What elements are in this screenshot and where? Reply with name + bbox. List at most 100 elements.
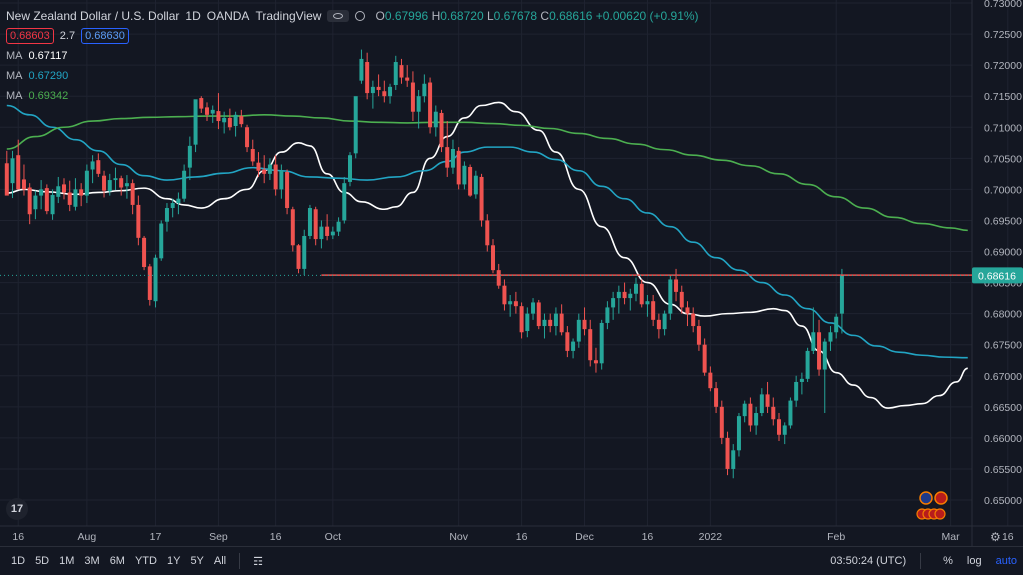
candle (462, 161, 467, 190)
indicator-row-2[interactable]: MA 0.67290 (6, 66, 699, 86)
settings-gear-icon[interactable]: ⚙ (990, 530, 1001, 544)
last-price-label: 0.68616 (978, 270, 1016, 282)
candle (313, 206, 318, 246)
candle-body (754, 413, 759, 426)
candle (799, 372, 804, 395)
candle-body (479, 176, 484, 221)
candles (4, 49, 844, 479)
low-label: L (486, 9, 494, 23)
candle (508, 294, 513, 317)
range-5y[interactable]: 5Y (190, 555, 204, 567)
percent-toggle[interactable]: % (943, 555, 953, 567)
candle-body (348, 155, 352, 182)
indicator-row-3[interactable]: MA 0.69342 (6, 86, 699, 106)
candle-body (21, 179, 26, 190)
low-value: 0.67678 (493, 9, 538, 23)
range-ytd[interactable]: YTD (134, 555, 157, 567)
candle-body (107, 180, 112, 192)
candle (250, 139, 255, 166)
range-5d[interactable]: 5D (35, 555, 50, 567)
candle-body (456, 150, 461, 185)
candle (405, 65, 410, 87)
flag-icons[interactable] (914, 490, 950, 520)
range-1m[interactable]: 1M (59, 555, 75, 567)
date-range-icon[interactable]: ☶ (253, 555, 264, 568)
candle-body (542, 319, 547, 327)
candle-body (187, 145, 192, 168)
range-all[interactable]: All (213, 555, 227, 567)
candle (205, 102, 209, 122)
candle-body (508, 301, 513, 305)
buy-button[interactable]: 0.68630 (81, 28, 129, 44)
indicator-value: 0.69342 (28, 90, 69, 102)
candle-body (708, 372, 713, 389)
candle (765, 381, 770, 414)
candle-body (164, 208, 169, 222)
candle-body (376, 86, 381, 90)
candle (491, 239, 495, 274)
candle-body (605, 307, 610, 323)
candle (199, 96, 204, 113)
candle-body (628, 293, 633, 299)
candle-body (159, 223, 164, 259)
candle-body (370, 86, 375, 94)
candle (416, 89, 421, 129)
candle-body (193, 99, 198, 145)
candle (62, 178, 66, 200)
candle (496, 263, 501, 289)
sell-button[interactable]: 0.68603 (6, 28, 54, 44)
log-toggle[interactable]: log (966, 555, 982, 567)
candle-body (216, 111, 221, 122)
candle-body (765, 394, 770, 407)
candle (525, 307, 530, 338)
candle (473, 170, 478, 199)
candle (759, 388, 764, 417)
candle-body (119, 178, 124, 188)
interval-label[interactable]: 1D (185, 9, 201, 23)
candle (84, 164, 89, 204)
candle-body (342, 183, 347, 221)
candle (433, 105, 438, 137)
price-chart[interactable]: 0.73000 0.72500 0.72000 0.71500 0.71000 0.705… (0, 0, 1023, 546)
candle (834, 313, 839, 339)
candle-body (16, 155, 21, 190)
candle-body (136, 204, 141, 238)
candle-body (176, 198, 181, 204)
circle-icon[interactable] (355, 11, 366, 21)
candle (811, 307, 816, 355)
candle (548, 313, 553, 333)
range-1d[interactable]: 1D (11, 555, 26, 567)
candle (4, 150, 9, 196)
candle (342, 176, 347, 224)
candle (210, 105, 215, 123)
candle-body (79, 189, 84, 196)
indicator-row-1[interactable]: MA 0.67117 (6, 46, 699, 66)
candle (531, 298, 536, 320)
candle-body (817, 332, 822, 370)
indicator-label: MA (6, 70, 23, 82)
candle (674, 268, 679, 302)
eye-icon[interactable] (327, 10, 350, 22)
chart-canvas[interactable]: 0.73000 0.72500 0.72000 0.71500 0.71000 0.705… (0, 0, 1023, 546)
candle (370, 80, 375, 109)
candle-body (439, 112, 444, 148)
candle (777, 413, 781, 441)
candle (153, 254, 158, 308)
candle-body (553, 313, 558, 327)
candle-body (782, 425, 787, 435)
auto-toggle[interactable]: auto (995, 555, 1017, 567)
symbol-title[interactable]: New Zealand Dollar / U.S. Dollar (6, 9, 180, 23)
candle (616, 285, 621, 314)
range-1y[interactable]: 1Y (166, 555, 181, 567)
candle (582, 307, 587, 336)
x-tick-label: 16 (1002, 531, 1014, 543)
candle-body (233, 114, 238, 127)
candle-body (691, 313, 696, 327)
clock-label[interactable]: 03:50:24 (UTC) (830, 555, 907, 567)
range-6m[interactable]: 6M (109, 555, 125, 567)
range-3m[interactable]: 3M (84, 555, 100, 567)
tradingview-logo[interactable]: 17 (6, 498, 28, 520)
candle-body (839, 275, 844, 314)
toolbar-divider (920, 553, 922, 569)
candle (708, 366, 713, 392)
